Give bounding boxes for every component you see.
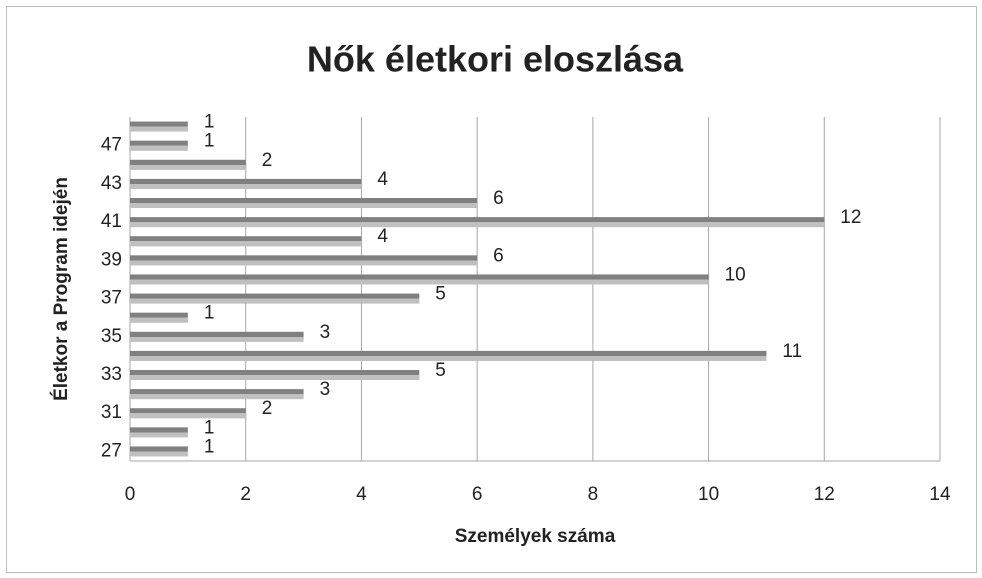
bar-shade <box>130 178 362 189</box>
data-label: 4 <box>377 226 388 247</box>
bar-shade <box>130 159 246 170</box>
y-tick-label: 47 <box>101 135 122 156</box>
x-tick-label: 4 <box>356 484 367 505</box>
data-label: 2 <box>262 150 273 171</box>
x-tick-label: 14 <box>929 484 951 505</box>
chart-title: Nők életkori eloszlása <box>307 39 684 80</box>
y-tick-label: 41 <box>101 211 122 232</box>
data-label: 3 <box>320 379 331 400</box>
y-tick-label: 31 <box>101 402 122 423</box>
bar-shade <box>130 446 188 457</box>
y-tick-label: 39 <box>101 249 122 270</box>
bar-shade <box>130 140 188 151</box>
bar-shade <box>130 331 304 342</box>
data-label: 6 <box>493 245 504 266</box>
data-label: 10 <box>725 264 746 285</box>
data-label: 6 <box>493 188 504 209</box>
data-label: 4 <box>377 169 388 190</box>
data-label: 12 <box>840 207 861 228</box>
y-tick-label: 35 <box>101 326 122 347</box>
x-tick-label: 10 <box>698 484 719 505</box>
data-label: 1 <box>204 417 215 438</box>
bar-shade <box>130 236 362 247</box>
bar-shade <box>130 350 767 361</box>
data-label: 1 <box>204 131 215 152</box>
bar-shade <box>130 121 188 132</box>
x-tick-label: 12 <box>814 484 835 505</box>
data-label: 3 <box>320 322 331 343</box>
data-label: 11 <box>782 341 802 362</box>
y-axis-label: Életkor a Program idején <box>50 177 72 401</box>
x-tick-label: 2 <box>240 484 251 505</box>
bar-shade <box>130 408 246 419</box>
bar-shade <box>130 370 420 380</box>
data-label: 5 <box>435 284 446 305</box>
y-tick-label: 37 <box>101 288 122 309</box>
data-label: 1 <box>204 436 215 457</box>
bar-shade <box>130 427 188 438</box>
data-label: 1 <box>204 303 215 324</box>
bar-shade <box>130 217 825 228</box>
y-tick-label: 33 <box>101 364 122 385</box>
x-tick-label: 0 <box>125 484 136 505</box>
bar-shade <box>130 293 420 304</box>
bar-shade <box>130 389 304 400</box>
x-tick-label: 8 <box>588 484 599 505</box>
bar-shade <box>130 198 478 208</box>
chart-frame <box>6 6 977 573</box>
y-tick-label: 27 <box>101 440 122 461</box>
bar-shade <box>130 274 709 285</box>
y-tick-label: 43 <box>101 173 122 194</box>
bar-shade <box>130 255 478 266</box>
data-label: 1 <box>204 112 215 133</box>
x-axis-label: Személyek száma <box>455 526 616 547</box>
data-label: 5 <box>435 360 446 381</box>
x-tick-label: 6 <box>472 484 483 505</box>
data-label: 2 <box>262 398 273 419</box>
bar-shade <box>130 312 188 323</box>
